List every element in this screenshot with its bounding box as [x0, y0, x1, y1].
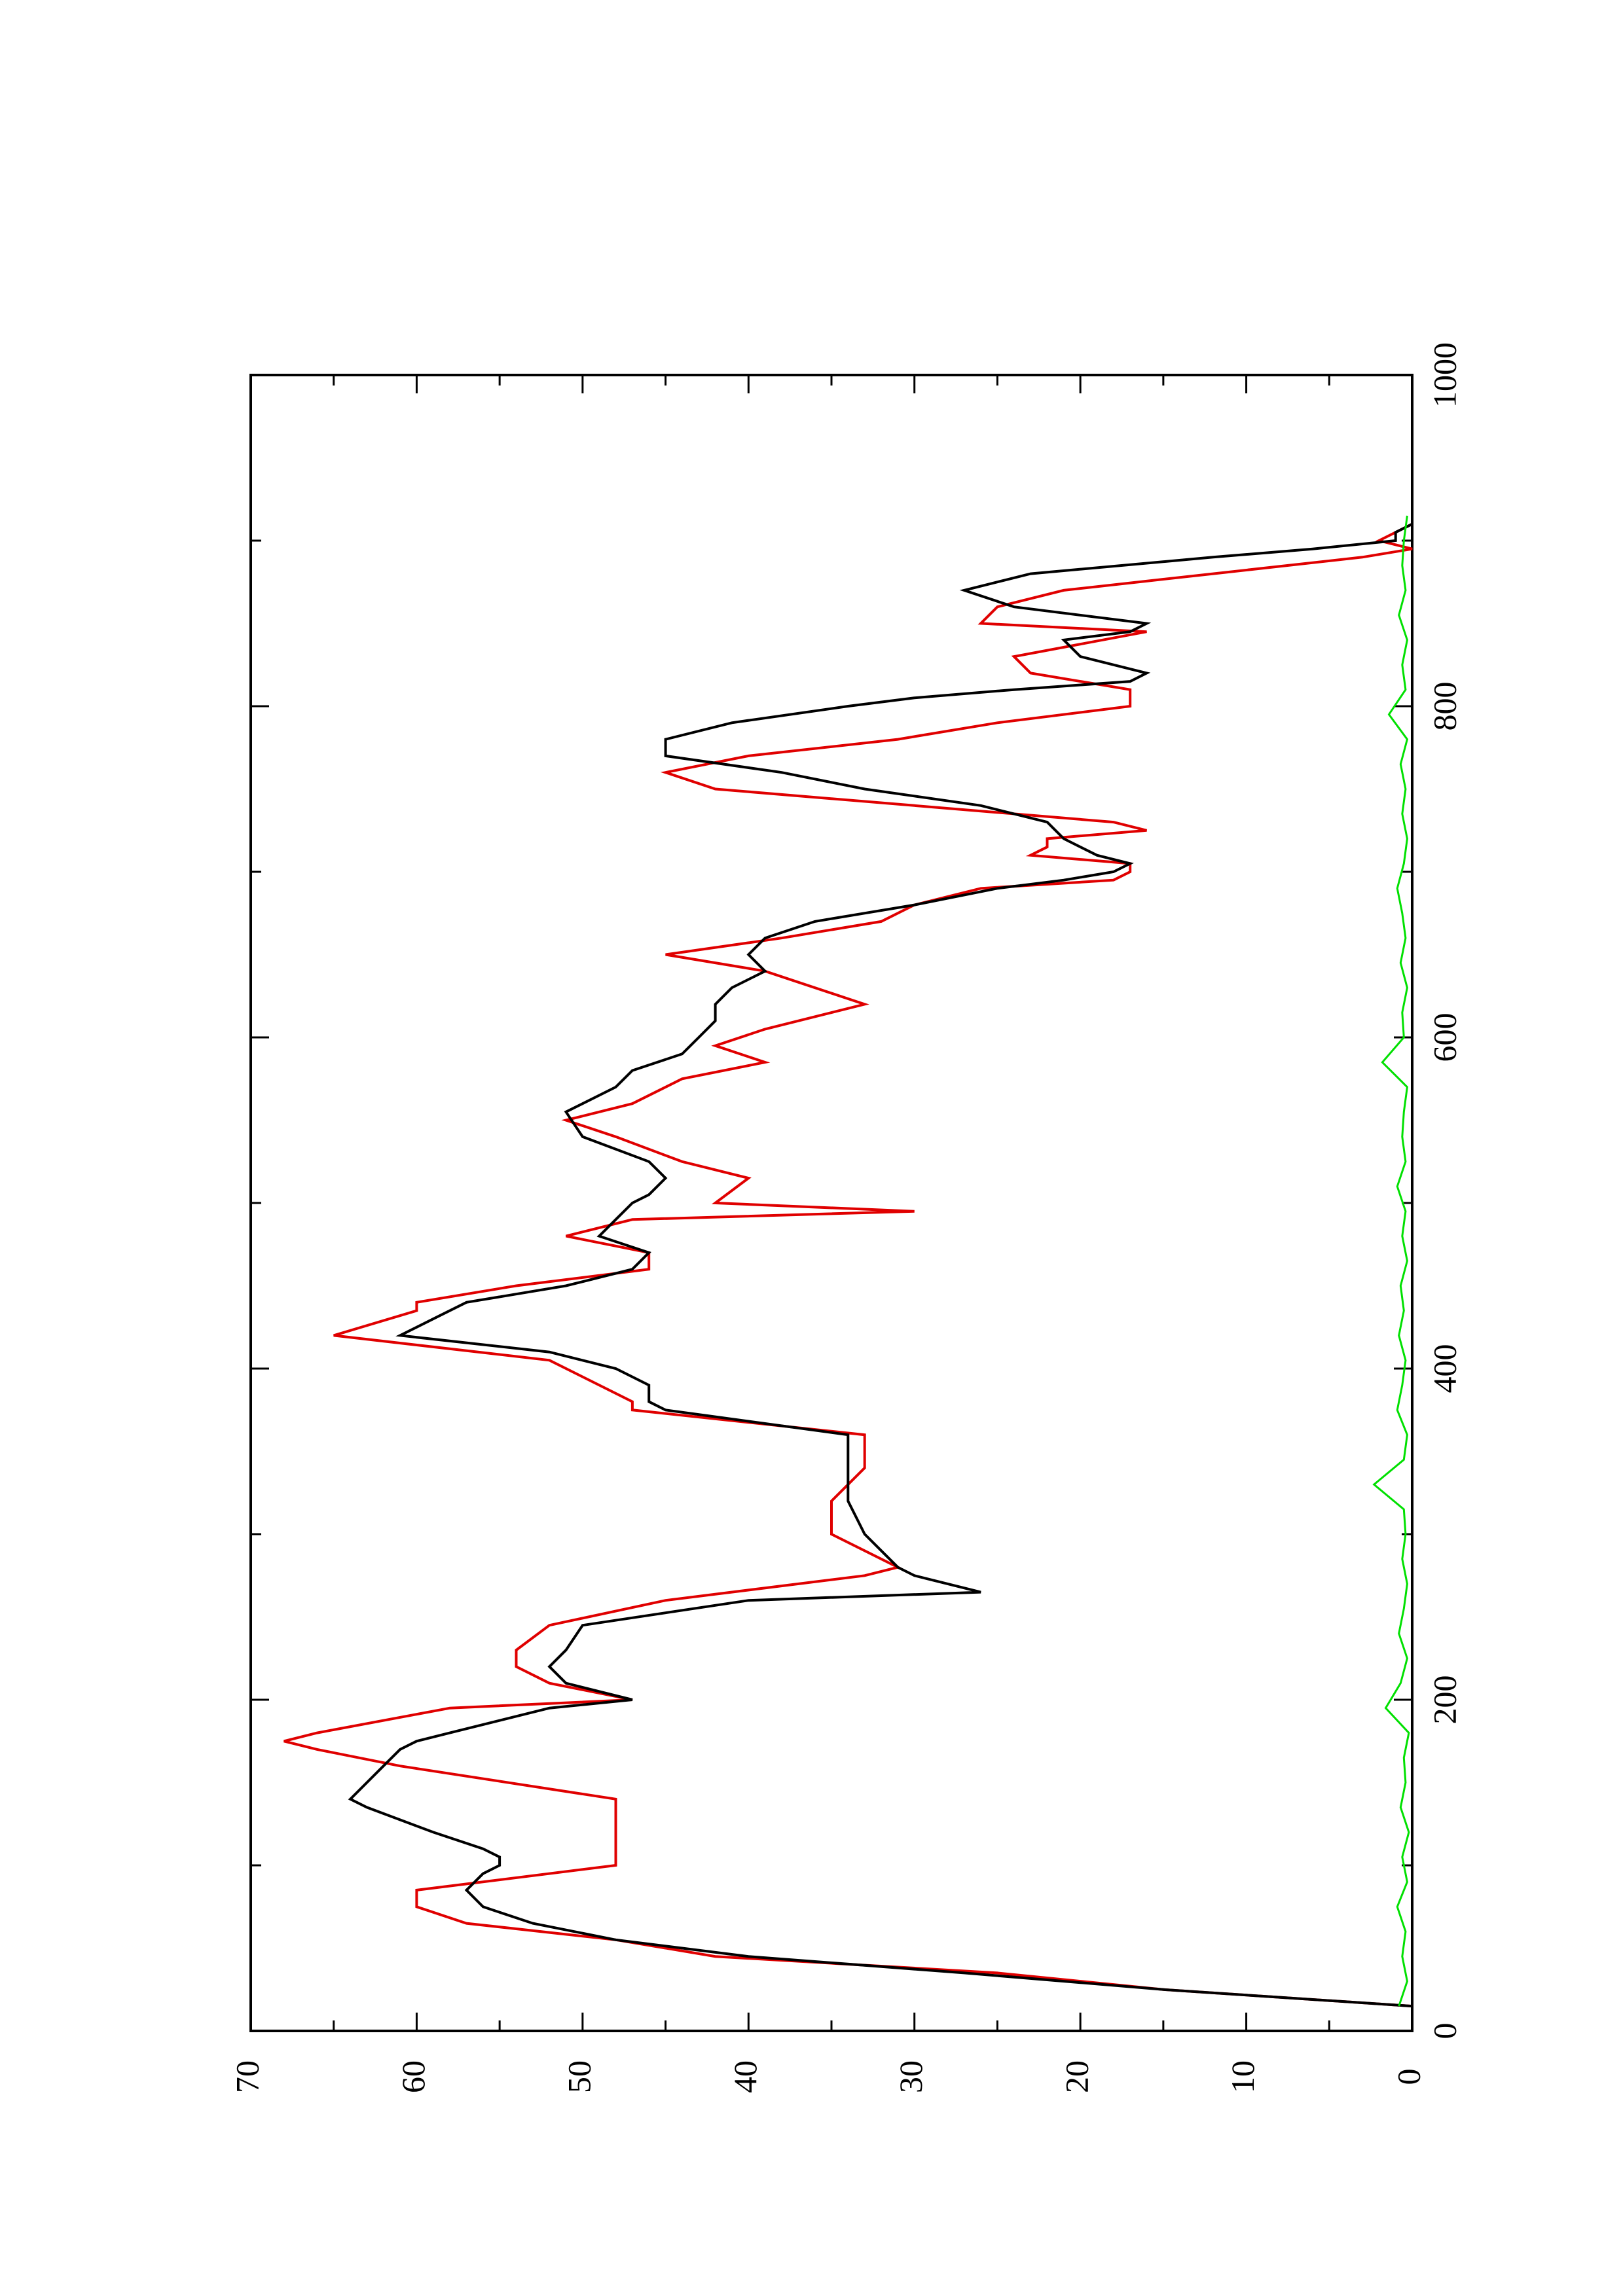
y-tick-label: 40 [727, 2060, 763, 2093]
plot-area: 0 200 400 600 800 1000 0 10 20 30 40 50 60 70 [228, 342, 1463, 2093]
x-tick-label: 400 [1426, 1344, 1463, 1393]
y-tick-label: 0 [1390, 2069, 1427, 2085]
x-tick-label: 1000 [1426, 342, 1463, 408]
series-line-3 [1372, 515, 1410, 2007]
y-tick-label: 30 [892, 2060, 929, 2093]
x-tick-label: 0 [1426, 2023, 1463, 2039]
x-tick-label: 800 [1426, 682, 1463, 731]
y-tick-label: 60 [395, 2060, 431, 2093]
x-tick-label: 600 [1426, 1013, 1463, 1062]
y-tick-label: 20 [1059, 2060, 1095, 2093]
y-tick-label: 70 [228, 2060, 265, 2093]
x-tick-label: 200 [1426, 1676, 1463, 1725]
y-tick-label: 50 [560, 2060, 597, 2093]
y-tick-label: 10 [1224, 2060, 1261, 2093]
series-line-2 [348, 516, 1413, 2031]
series-line-1 [283, 516, 1413, 2031]
